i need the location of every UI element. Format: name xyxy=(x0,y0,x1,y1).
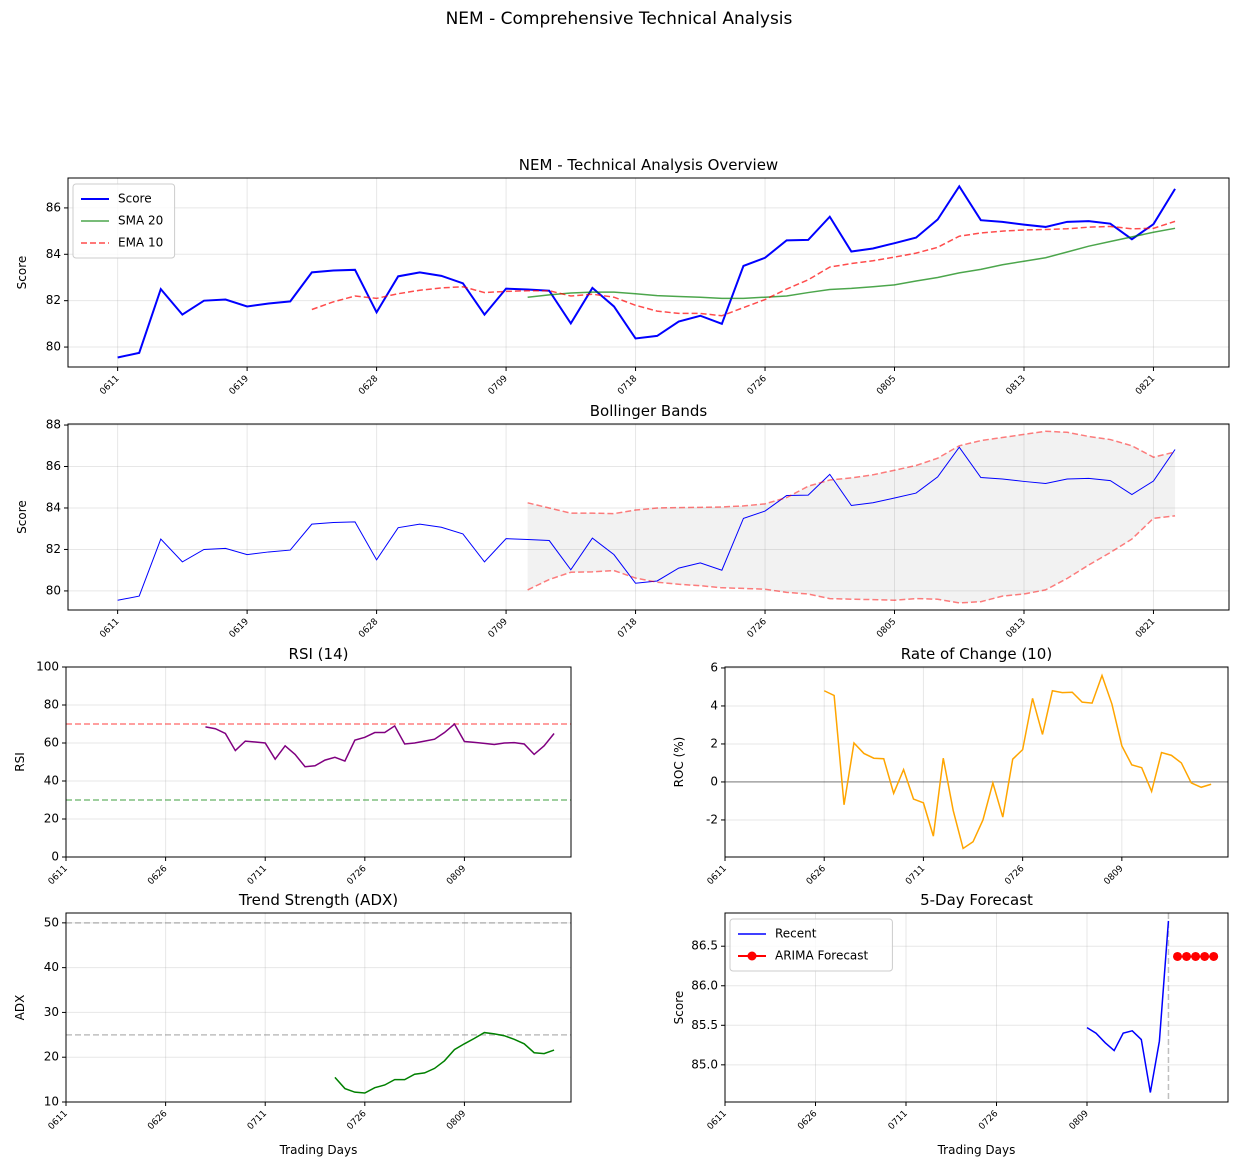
marker xyxy=(1209,951,1219,961)
series-line xyxy=(334,1031,555,1094)
y-tick-label: 100 xyxy=(36,660,59,674)
y-tick-label: 82 xyxy=(46,542,61,556)
legend-label: SMA 20 xyxy=(118,214,163,228)
y-axis-label: RSI xyxy=(13,752,27,772)
legend-label: ARIMA Forecast xyxy=(775,949,869,963)
series-line xyxy=(1086,920,1170,1093)
legend-box xyxy=(729,918,893,972)
x-axis-label: Trading Days xyxy=(937,1143,1016,1157)
y-tick-label: 50 xyxy=(44,915,59,929)
y-tick-label: 40 xyxy=(44,960,59,974)
chart-title: Trend Strength (ADX) xyxy=(238,891,398,909)
y-tick-label: 80 xyxy=(46,340,61,354)
legend-label: Recent xyxy=(775,927,817,941)
legend-marker xyxy=(747,951,757,961)
legend-box xyxy=(72,183,176,259)
y-axis-label: Score xyxy=(15,256,29,290)
y-axis-label: Score xyxy=(672,991,686,1025)
plot-area xyxy=(117,430,1176,604)
y-tick-label: 85.5 xyxy=(691,1018,718,1032)
y-tick-label: 60 xyxy=(44,736,59,750)
y-tick-label: 88 xyxy=(46,418,61,432)
y-tick-label: 82 xyxy=(46,293,61,307)
y-tick-label: 2 xyxy=(710,736,718,750)
y-tick-label: 4 xyxy=(710,698,718,712)
y-tick-label: 30 xyxy=(44,1005,59,1019)
marker xyxy=(1182,951,1192,961)
axes-frame xyxy=(67,423,1230,611)
series-line xyxy=(527,515,1176,604)
y-tick-label: 20 xyxy=(44,1050,59,1064)
axes-frame xyxy=(724,912,1229,1103)
series-line xyxy=(823,673,1212,850)
y-tick-label: 10 xyxy=(44,1095,59,1109)
y-tick-label: 0 xyxy=(51,850,59,864)
y-tick-label: 86.0 xyxy=(691,978,718,992)
y-axis-label: Score xyxy=(15,500,29,534)
chart-title: 5-Day Forecast xyxy=(920,891,1033,909)
y-tick-label: 6 xyxy=(710,660,718,674)
y-tick-label: 86.5 xyxy=(691,939,718,953)
y-tick-label: 84 xyxy=(46,247,61,261)
legend-label: Score xyxy=(118,192,152,206)
y-tick-label: 20 xyxy=(44,812,59,826)
x-axis-label: Trading Days xyxy=(279,1143,358,1157)
axes-frame xyxy=(67,177,1230,368)
plot-area xyxy=(823,673,1212,850)
plot-area xyxy=(205,722,555,768)
series-line xyxy=(205,722,555,768)
axes-frame xyxy=(65,666,572,858)
marker xyxy=(1191,951,1201,961)
chart-title: Rate of Change (10) xyxy=(901,645,1052,663)
y-tick-label: 84 xyxy=(46,500,61,514)
y-tick-label: 40 xyxy=(44,774,59,788)
y-tick-label: -2 xyxy=(706,812,718,826)
y-tick-label: 86 xyxy=(46,200,61,214)
plot-area xyxy=(117,184,1176,359)
series-line xyxy=(311,220,1176,317)
marker xyxy=(1200,951,1210,961)
series-line xyxy=(527,227,1176,300)
y-tick-label: 85.0 xyxy=(691,1057,718,1071)
y-tick-label: 80 xyxy=(44,698,59,712)
plot-area xyxy=(1086,920,1219,1093)
band-fill xyxy=(527,431,1176,603)
y-tick-label: 86 xyxy=(46,459,61,473)
plot-area xyxy=(334,1031,555,1094)
axes-frame xyxy=(65,912,572,1103)
y-tick-label: 0 xyxy=(710,774,718,788)
series-line xyxy=(527,430,1176,515)
marker xyxy=(1173,951,1183,961)
series-line xyxy=(117,446,1176,601)
y-tick-label: 80 xyxy=(46,583,61,597)
chart-title: Bollinger Bands xyxy=(590,402,708,420)
chart-title: NEM - Technical Analysis Overview xyxy=(519,156,778,174)
series-line xyxy=(117,184,1176,359)
y-axis-label: ADX xyxy=(13,995,27,1021)
legend-label: EMA 10 xyxy=(118,236,163,250)
figure-title: NEM - Comprehensive Technical Analysis xyxy=(446,9,793,29)
y-axis-label: ROC (%) xyxy=(672,737,686,788)
chart-title: RSI (14) xyxy=(289,645,349,663)
axes-frame xyxy=(724,666,1229,858)
